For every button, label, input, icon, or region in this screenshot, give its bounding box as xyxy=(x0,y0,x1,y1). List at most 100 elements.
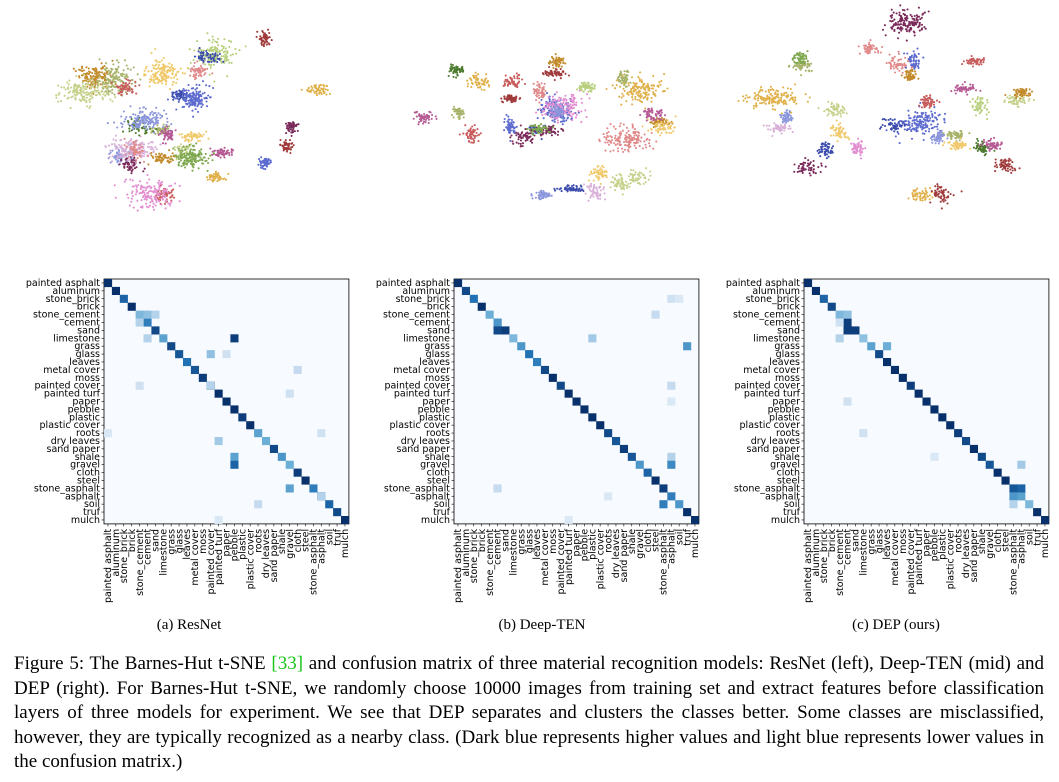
tsne-point xyxy=(619,185,623,188)
tsne-point xyxy=(328,92,332,95)
tsne-point xyxy=(598,140,601,143)
tsne-point xyxy=(160,71,163,74)
tsne-point xyxy=(157,127,161,130)
tsne-point xyxy=(170,195,173,198)
tsne-point xyxy=(456,108,459,111)
tsne-point xyxy=(114,147,117,150)
tsne-point xyxy=(126,165,129,168)
tsne-point xyxy=(625,126,629,129)
tsne-point xyxy=(89,87,93,90)
tsne-point xyxy=(121,123,124,126)
tsne-point xyxy=(538,84,541,87)
tsne-point xyxy=(648,139,651,142)
tsne-point xyxy=(225,59,228,62)
tsne-point xyxy=(644,107,647,110)
tsne-point xyxy=(609,141,612,144)
tsne-point xyxy=(288,139,292,142)
tsne-point xyxy=(134,184,138,187)
tsne-cluster xyxy=(509,124,536,148)
tsne-point xyxy=(162,132,165,135)
tsne-point xyxy=(63,86,66,89)
tsne-point xyxy=(657,85,660,88)
tsne-point xyxy=(588,97,591,100)
tsne-point xyxy=(173,146,176,149)
tsne-point xyxy=(586,93,589,96)
tsne-point xyxy=(223,153,226,156)
tsne-point xyxy=(217,37,220,40)
tsne-point xyxy=(163,188,166,191)
tsne-point xyxy=(468,140,471,143)
tsne-point xyxy=(927,130,931,133)
tsne-point xyxy=(168,204,172,207)
tsne-point xyxy=(105,66,108,70)
tsne-point xyxy=(621,183,624,187)
tsne-point xyxy=(192,148,195,151)
tsne-point xyxy=(456,112,459,115)
tsne-point xyxy=(545,130,548,133)
tsne-point xyxy=(192,163,195,166)
tsne-point xyxy=(150,79,153,82)
tsne-point xyxy=(539,190,542,193)
tsne-point xyxy=(83,85,86,88)
tsne-point xyxy=(597,194,601,197)
tsne-point xyxy=(101,71,104,74)
tsne-point xyxy=(200,55,203,58)
tsne-point xyxy=(609,186,612,189)
tsne-point xyxy=(109,149,112,152)
tsne-point xyxy=(106,85,109,88)
tsne-point xyxy=(203,73,206,76)
tsne-point xyxy=(554,67,557,71)
tsne-point xyxy=(138,146,141,149)
tsne-point xyxy=(904,120,907,123)
tsne-point xyxy=(279,143,282,147)
tsne-point xyxy=(650,116,653,119)
tsne-point xyxy=(128,130,131,133)
tsne-point xyxy=(259,164,262,167)
tsne-point xyxy=(660,121,663,124)
tsne-point xyxy=(209,147,212,150)
tsne-point xyxy=(638,145,641,148)
tsne-point xyxy=(665,121,668,124)
tsne-point xyxy=(547,74,550,77)
tsne-point xyxy=(190,158,193,161)
tsne-point xyxy=(114,196,117,199)
tsne-point xyxy=(164,129,167,132)
tsne-point xyxy=(180,165,183,168)
tsne-point xyxy=(146,194,149,198)
tsne-point xyxy=(205,54,208,57)
tsne-point xyxy=(262,31,265,34)
tsne-point xyxy=(91,71,94,75)
tsne-point xyxy=(477,86,480,89)
tsne-point xyxy=(78,76,81,79)
tsne-point xyxy=(125,115,128,119)
tsne-point xyxy=(282,149,285,152)
tsne-cluster xyxy=(447,63,465,79)
tsne-point xyxy=(625,180,628,183)
tsne-point xyxy=(197,132,200,135)
tsne-point xyxy=(515,125,518,128)
tsne-point xyxy=(660,125,663,128)
tsne-point xyxy=(184,137,187,140)
tsne-point xyxy=(510,134,513,137)
tsne-cluster xyxy=(106,105,173,134)
tsne-point xyxy=(111,91,114,95)
tsne-point xyxy=(455,76,458,79)
tsne-point xyxy=(594,174,598,177)
tsne-point xyxy=(520,132,523,135)
tsne-cluster xyxy=(605,71,669,110)
tsne-point xyxy=(525,135,528,139)
tsne-point xyxy=(509,127,512,130)
tsne-point xyxy=(534,123,537,126)
tsne-point xyxy=(175,108,178,111)
tsne-point xyxy=(671,121,674,124)
tsne-point xyxy=(139,135,142,138)
tsne-point xyxy=(210,60,213,63)
tsne-point xyxy=(554,53,557,56)
tsne-point xyxy=(192,59,195,62)
tsne-point xyxy=(153,185,156,188)
tsne-point xyxy=(185,145,188,148)
tsne-point xyxy=(211,153,214,156)
tsne-point xyxy=(196,60,199,63)
tsne-point xyxy=(170,130,173,134)
tsne-point xyxy=(135,185,138,189)
